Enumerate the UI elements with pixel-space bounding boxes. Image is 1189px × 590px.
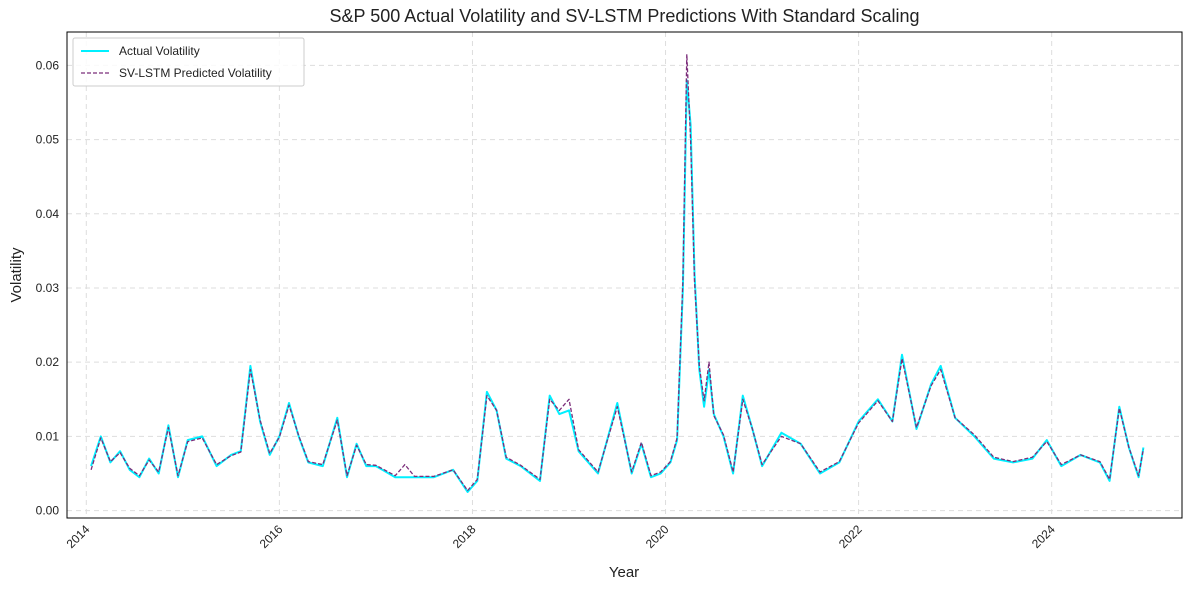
y-tick-label: 0.05 xyxy=(36,133,60,147)
series-layer xyxy=(90,53,1145,493)
y-tick-label: 0.00 xyxy=(36,504,60,518)
x-tick-label: 2024 xyxy=(1029,522,1058,551)
x-axis-label: Year xyxy=(609,564,639,581)
x-tick-label: 2018 xyxy=(450,522,479,551)
y-tick-label: 0.06 xyxy=(36,58,60,72)
legend-label-actual: Actual Volatility xyxy=(119,44,200,58)
y-tick-label: 0.03 xyxy=(36,281,60,295)
x-tick-label: 2014 xyxy=(64,522,93,551)
y-axis-label: Volatility xyxy=(8,247,25,303)
y-tick-label: 0.02 xyxy=(36,355,60,369)
plot-area-frame xyxy=(66,31,1183,519)
legend: Actual Volatility SV-LSTM Predicted Vola… xyxy=(72,37,305,87)
y-tick-label: 0.01 xyxy=(36,429,60,443)
series-line-predicted-volatility xyxy=(90,53,1145,492)
x-tick-label: 2022 xyxy=(836,522,865,551)
x-tick-label: 2020 xyxy=(643,522,672,551)
series-line-actual-volatility xyxy=(90,79,1145,493)
gridlines xyxy=(67,32,1182,518)
chart-title: S&P 500 Actual Volatility and SV-LSTM Pr… xyxy=(329,6,920,26)
legend-box xyxy=(72,37,305,87)
axis-ticks: 2014 2016 2018 2020 2022 2024 0.00 0.01 0.02 0.03… xyxy=(36,58,1058,551)
x-tick-label: 2016 xyxy=(257,522,286,551)
legend-label-predicted: SV-LSTM Predicted Volatility xyxy=(119,66,272,80)
y-tick-label: 0.04 xyxy=(36,207,60,221)
